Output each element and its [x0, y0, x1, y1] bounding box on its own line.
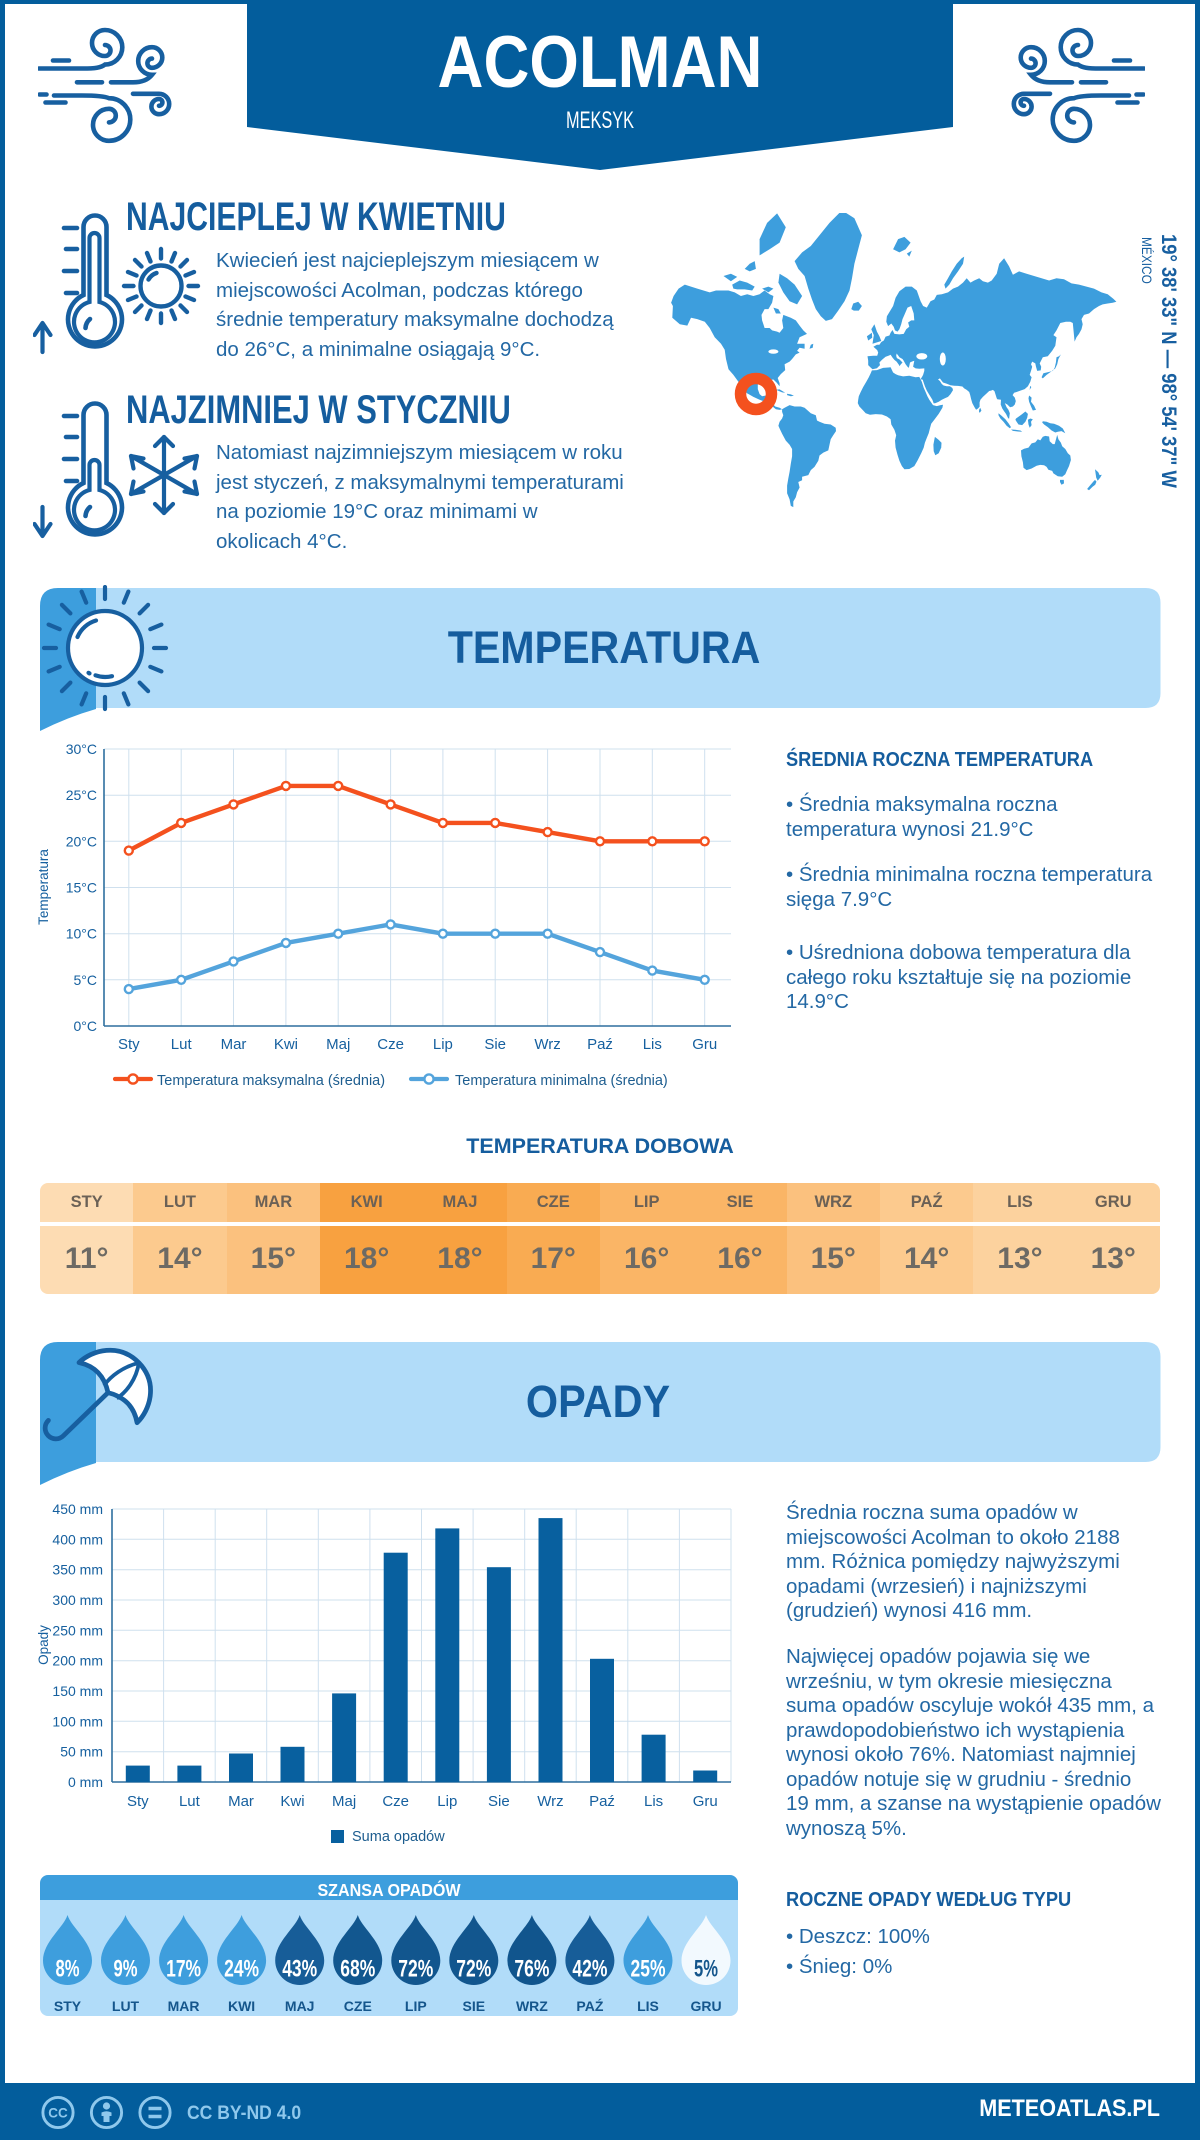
svg-text:68%: 68%	[340, 1956, 375, 1983]
svg-text:50 mm: 50 mm	[60, 1744, 103, 1760]
svg-text:Paź: Paź	[589, 1793, 615, 1810]
svg-text:LIP: LIP	[405, 1998, 427, 2014]
svg-text:30°C: 30°C	[66, 741, 97, 757]
svg-text:150 mm: 150 mm	[52, 1683, 103, 1699]
svg-text:24%: 24%	[224, 1956, 259, 1983]
svg-text:Cze: Cze	[382, 1793, 409, 1810]
svg-text:CC: CC	[48, 2106, 68, 2121]
svg-text:10°C: 10°C	[66, 926, 97, 942]
svg-text:0°C: 0°C	[74, 1018, 98, 1034]
svg-text:Lis: Lis	[643, 1036, 662, 1053]
svg-text:300 mm: 300 mm	[52, 1592, 103, 1608]
svg-text:Gru: Gru	[692, 1036, 717, 1053]
svg-text:0 mm: 0 mm	[68, 1774, 103, 1790]
svg-text:Temperatura: Temperatura	[36, 849, 51, 925]
svg-text:Gru: Gru	[693, 1793, 718, 1810]
svg-text:76%: 76%	[514, 1956, 549, 1983]
svg-text:Wrz: Wrz	[534, 1036, 560, 1053]
svg-text:Suma opadów: Suma opadów	[352, 1829, 445, 1845]
svg-text:KWI: KWI	[228, 1998, 255, 2014]
svg-text:STY: STY	[54, 1998, 82, 2014]
svg-text:LIS: LIS	[637, 1998, 659, 2014]
svg-text:MAJ: MAJ	[285, 1998, 315, 2014]
svg-text:42%: 42%	[572, 1956, 607, 1983]
svg-text:MAR: MAR	[168, 1998, 200, 2014]
svg-text:WRZ: WRZ	[516, 1998, 548, 2014]
svg-text:72%: 72%	[398, 1956, 433, 1983]
svg-text:15°C: 15°C	[66, 880, 97, 896]
svg-text:Lip: Lip	[433, 1036, 453, 1053]
svg-text:Cze: Cze	[377, 1036, 404, 1053]
svg-text:250 mm: 250 mm	[52, 1622, 103, 1638]
svg-text:Paź: Paź	[587, 1036, 613, 1053]
svg-text:Lip: Lip	[437, 1793, 457, 1810]
svg-text:Temperatura minimalna (średnia: Temperatura minimalna (średnia)	[455, 1073, 668, 1089]
svg-text:Lis: Lis	[644, 1793, 663, 1810]
svg-text:450 mm: 450 mm	[52, 1501, 103, 1517]
svg-text:LUT: LUT	[112, 1998, 140, 2014]
svg-text:Temperatura maksymalna (średni: Temperatura maksymalna (średnia)	[157, 1073, 385, 1089]
svg-text:Sty: Sty	[127, 1793, 149, 1810]
svg-text:8%: 8%	[56, 1956, 80, 1983]
svg-text:5%: 5%	[694, 1956, 718, 1983]
svg-text:Mar: Mar	[221, 1036, 247, 1053]
svg-text:Kwi: Kwi	[274, 1036, 298, 1053]
svg-text:CZE: CZE	[344, 1998, 372, 2014]
svg-text:PAŹ: PAŹ	[576, 1998, 603, 2014]
svg-text:20°C: 20°C	[66, 833, 97, 849]
svg-text:Opady: Opady	[36, 1625, 51, 1665]
svg-text:Wrz: Wrz	[537, 1793, 563, 1810]
svg-text:Maj: Maj	[326, 1036, 350, 1053]
svg-text:Kwi: Kwi	[280, 1793, 304, 1810]
svg-text:25%: 25%	[631, 1956, 666, 1983]
svg-text:SIE: SIE	[463, 1998, 486, 2014]
svg-text:200 mm: 200 mm	[52, 1653, 103, 1669]
svg-text:72%: 72%	[456, 1956, 491, 1983]
svg-text:100 mm: 100 mm	[52, 1713, 103, 1729]
svg-text:Sie: Sie	[484, 1036, 506, 1053]
svg-text:Lut: Lut	[171, 1036, 193, 1053]
svg-text:350 mm: 350 mm	[52, 1562, 103, 1578]
svg-text:400 mm: 400 mm	[52, 1531, 103, 1547]
svg-text:43%: 43%	[282, 1956, 317, 1983]
svg-text:Lut: Lut	[179, 1793, 201, 1810]
svg-text:25°C: 25°C	[66, 787, 97, 803]
svg-text:5°C: 5°C	[74, 972, 98, 988]
svg-text:Sty: Sty	[118, 1036, 140, 1053]
svg-text:Maj: Maj	[332, 1793, 356, 1810]
svg-text:Sie: Sie	[488, 1793, 510, 1810]
svg-text:GRU: GRU	[690, 1998, 721, 2014]
svg-text:17%: 17%	[166, 1956, 201, 1983]
svg-text:Mar: Mar	[228, 1793, 254, 1810]
svg-text:9%: 9%	[114, 1956, 138, 1983]
